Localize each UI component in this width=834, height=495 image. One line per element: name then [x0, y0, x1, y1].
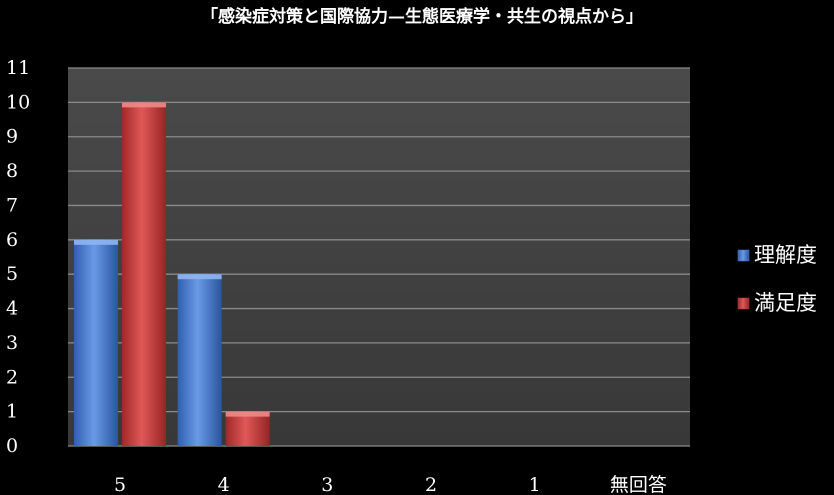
y-tick-label-1: 1: [6, 401, 18, 423]
bar-top-highlight: [122, 102, 166, 108]
chart-title: 「感染症対策と国際協力—生態医療学・共生の視点から」: [201, 6, 643, 27]
gridlines: [68, 67, 690, 447]
y-tick-label-9: 9: [6, 126, 18, 148]
bar-top-highlight: [74, 239, 118, 245]
bar-body: [177, 274, 222, 446]
bar-top-highlight: [177, 274, 222, 280]
y-tick-label-10: 10: [6, 91, 30, 113]
legend-item-理解度: 理解度: [737, 243, 817, 267]
legend-item-満足度: 満足度: [737, 291, 817, 315]
y-tick-label-2: 2: [6, 366, 18, 388]
y-tick-label-7: 7: [6, 194, 18, 216]
y-tick-label-11: 11: [6, 57, 30, 79]
bar-top-highlight: [225, 411, 270, 417]
x-tick-label-無回答: 無回答: [610, 474, 667, 495]
plot-area: [68, 68, 690, 446]
y-tick-label-6: 6: [6, 229, 18, 251]
bar-理解度-4: [177, 274, 222, 446]
bar-body: [225, 411, 270, 446]
legend-label: 満足度: [754, 291, 817, 315]
y-tick-label-4: 4: [6, 298, 18, 320]
bar-理解度-5: [74, 239, 118, 446]
x-tick-label-5: 5: [114, 474, 126, 495]
legend-swatch: [737, 297, 750, 310]
bar-満足度-4: [225, 411, 270, 446]
x-tick-label-4: 4: [218, 474, 230, 495]
y-tick-label-0: 0: [6, 435, 18, 457]
y-tick-label-8: 8: [6, 160, 18, 182]
x-axis-tick-labels: 5 4 3 2 1 無回答: [114, 474, 667, 495]
bar-満足度-5: [122, 102, 166, 446]
x-tick-label-1: 1: [529, 474, 541, 495]
bar-body: [122, 102, 166, 446]
x-tick-label-2: 2: [425, 474, 437, 495]
legend-label: 理解度: [754, 243, 817, 267]
y-axis-tick-labels: 0 1 2 3 4 5 6 7 8 9 10 11: [6, 57, 30, 457]
x-tick-label-3: 3: [321, 474, 333, 495]
bar-body: [74, 239, 118, 446]
legend-swatch: [737, 249, 750, 262]
bars: [74, 102, 270, 446]
y-tick-label-3: 3: [6, 332, 18, 354]
y-tick-label-5: 5: [6, 263, 18, 285]
